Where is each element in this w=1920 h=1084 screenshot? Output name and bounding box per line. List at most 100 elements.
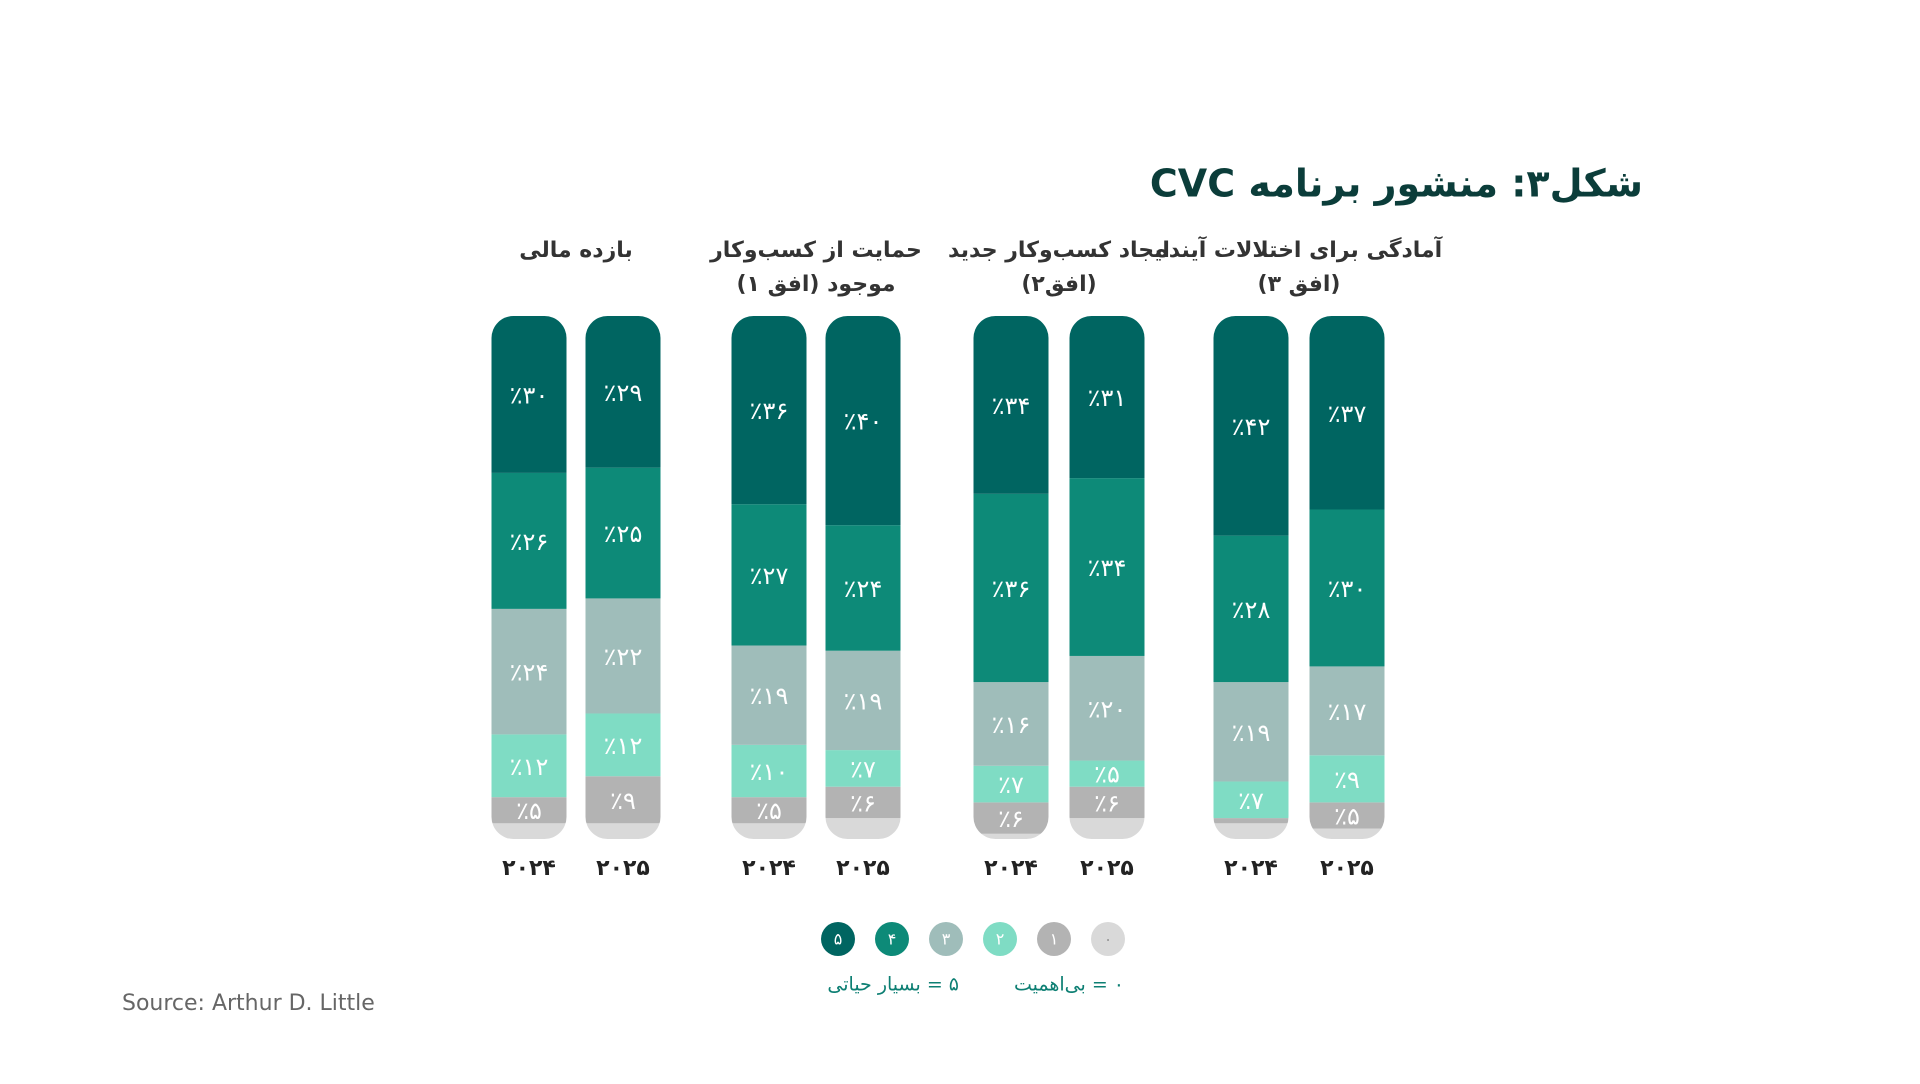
- data-label: ٪۲۰: [1088, 695, 1127, 723]
- x-tick-label: ۲۰۲۵: [1320, 856, 1374, 881]
- group-label: (افق ۳): [1258, 272, 1341, 297]
- data-label: ٪۳۴: [992, 392, 1031, 420]
- bar-segment: [1213, 535, 1289, 683]
- data-label: ٪۱۹: [1232, 719, 1271, 747]
- data-label: ٪۳۶: [992, 575, 1031, 603]
- bar-segment: [731, 823, 807, 839]
- data-label: ٪۴۲: [1232, 413, 1271, 441]
- data-label: ٪۷: [998, 771, 1024, 799]
- legend-swatch: [1037, 922, 1071, 956]
- data-label: ٪۳۱: [1088, 384, 1127, 412]
- data-label: ٪۶: [998, 805, 1024, 833]
- bar-stack: [1309, 316, 1385, 839]
- bar-segment: [1309, 666, 1385, 756]
- data-label: ٪۱۹: [844, 687, 883, 715]
- data-label: ٪۶: [1094, 789, 1120, 817]
- data-label: ٪۲۵: [604, 520, 643, 548]
- bar-segment: [1069, 818, 1145, 839]
- data-label: ٪۱۲: [604, 732, 643, 760]
- data-label: ٪۲۹: [604, 379, 643, 407]
- data-label: ٪۳۰: [510, 381, 549, 409]
- bar-stack: [1213, 316, 1289, 839]
- data-label: ٪۵: [1094, 761, 1120, 789]
- legend-label: ۰: [1104, 930, 1113, 949]
- bar-segment: [825, 818, 901, 839]
- bar-segment: [973, 802, 1049, 834]
- bar-segment: [1069, 786, 1145, 819]
- bar-segment: [1069, 478, 1145, 656]
- bar-segment: [1309, 509, 1385, 667]
- group-label: ایجاد کسب‌وکار جدید: [948, 238, 1170, 263]
- bar-segment: [825, 316, 901, 526]
- group-label: آمادگی برای اختلالات آینده: [1156, 235, 1443, 263]
- bar-segment: [585, 598, 661, 714]
- chart-title: شکل۳: منشور برنامه CVC: [1150, 162, 1643, 206]
- group-label: موجود (افق ۱): [736, 272, 895, 297]
- source: Source: Arthur D. Little: [122, 991, 375, 1016]
- data-label: ٪۲۶: [510, 528, 549, 556]
- bar-stack: [731, 316, 807, 839]
- legend-swatch: [1091, 922, 1125, 956]
- bar-segment: [1213, 682, 1289, 782]
- data-label: ٪۲۷: [750, 562, 789, 590]
- data-label: ٪۶: [850, 789, 876, 817]
- bar-segment: [1309, 755, 1385, 803]
- bar-segment: [1309, 802, 1385, 829]
- bar-segment: [825, 786, 901, 819]
- bar-stack: [825, 316, 901, 839]
- data-label: ٪۱۶: [992, 711, 1031, 739]
- bar-stack: [1069, 316, 1145, 839]
- bar-segment: [585, 316, 661, 468]
- data-label: ٪۴۰: [844, 408, 883, 436]
- bar-segment: [585, 713, 661, 777]
- data-label: ٪۳۶: [750, 397, 789, 425]
- bar-segment: [1069, 760, 1145, 787]
- legend-label: ۵: [834, 930, 843, 949]
- data-label: ٪۹: [610, 787, 636, 815]
- bar-stack: [973, 316, 1049, 839]
- data-label: ٪۱۷: [1328, 698, 1367, 726]
- bar-segment: [731, 645, 807, 745]
- bar-segment: [731, 316, 807, 505]
- group-label: بازده مالی: [519, 238, 633, 263]
- bar-segment: [491, 316, 567, 473]
- data-label: ٪۷: [1238, 787, 1264, 815]
- group-label: حمایت از کسب‌وکار: [709, 238, 922, 263]
- x-tick-label: ۲۰۲۵: [596, 856, 650, 881]
- data-label: ٪۳۰: [1328, 575, 1367, 603]
- legend-label: ۲: [996, 930, 1005, 949]
- legend-note: ۰ = بی‌اهمیت: [1014, 974, 1124, 996]
- x-tick-label: ۲۰۲۵: [836, 856, 890, 881]
- bar-segment: [1309, 828, 1385, 839]
- bar-segment: [825, 650, 901, 751]
- bar-segment: [1069, 316, 1145, 479]
- x-tick-label: ۲۰۲۴: [502, 856, 556, 881]
- bar-segment: [973, 493, 1049, 683]
- bar-segment: [973, 833, 1049, 839]
- bar-segment: [731, 744, 807, 798]
- data-label: ٪۱۹: [750, 682, 789, 710]
- bar-segment: [973, 316, 1049, 494]
- bar-segment: [585, 467, 661, 599]
- group-label: (افق۲): [1021, 272, 1096, 297]
- bar-segment: [731, 797, 807, 824]
- legend-swatch: [875, 922, 909, 956]
- legend-label: ۱: [1050, 930, 1059, 949]
- legend-swatch: [983, 922, 1017, 956]
- bar-segment: [1213, 316, 1289, 536]
- data-label: ٪۱۰: [750, 758, 789, 786]
- data-label: ٪۹: [1334, 766, 1360, 794]
- bar-segment: [973, 765, 1049, 803]
- bar-segment: [1213, 781, 1289, 819]
- bar-segment: [825, 750, 901, 787]
- bar-segment: [491, 823, 567, 839]
- bar-segment: [491, 472, 567, 609]
- data-label: ٪۳۴: [1088, 554, 1127, 582]
- data-label: ٪۵: [1334, 802, 1360, 830]
- x-tick-label: ۲۰۲۴: [1224, 856, 1278, 881]
- bar-segment: [1069, 655, 1145, 761]
- bar-stack: [585, 316, 661, 839]
- legend-label: ۳: [942, 930, 951, 949]
- bar-segment: [1309, 316, 1385, 510]
